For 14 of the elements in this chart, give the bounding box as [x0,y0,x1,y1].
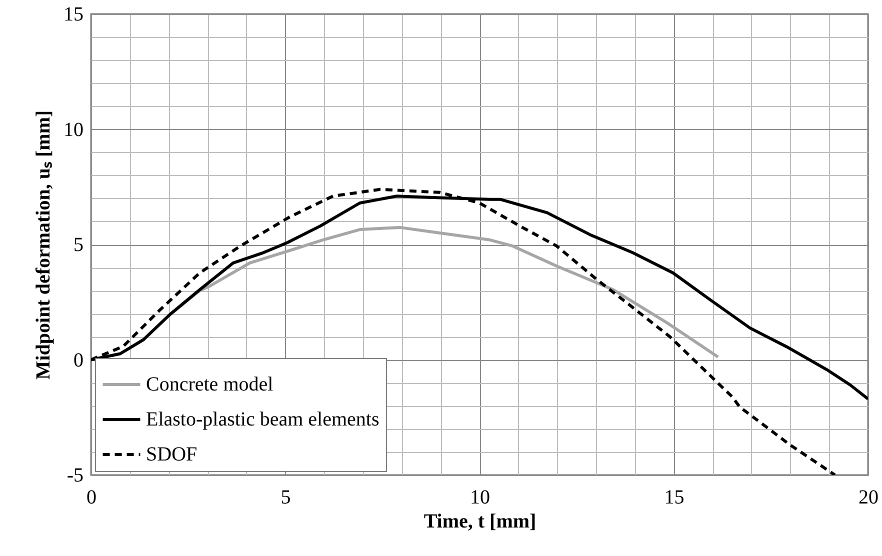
x-tick-label: 10 [470,486,490,508]
x-tick-label: 15 [664,486,684,508]
y-tick-label: -5 [66,464,84,486]
legend-label: Concrete model [146,374,274,396]
y-tick-label: 10 [64,118,84,141]
x-axis-title: Time, t [mm] [424,510,536,532]
y-tick-label: 15 [64,4,84,26]
legend-label: Elasto-plastic beam elements [146,408,380,430]
y-axis-title: Midpoint deformation, uₛ [mm] [32,110,54,380]
x-tick-label: 5 [280,486,291,508]
y-tick-label: 5 [74,234,84,256]
y-tick-label: 0 [74,349,84,372]
x-tick-label: 20 [858,486,878,508]
legend-label: SDOF [146,444,198,466]
